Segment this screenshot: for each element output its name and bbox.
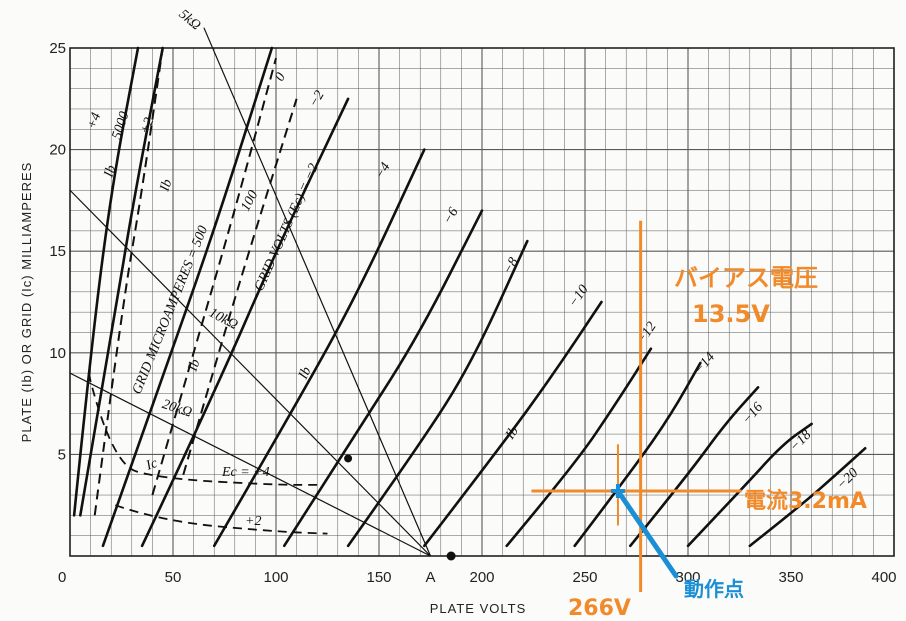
y-tick-label: 10 (49, 345, 66, 362)
x-tick-label: 50 (165, 569, 182, 586)
ib-label: 5000 (110, 110, 133, 141)
plate-curve (79, 46, 164, 517)
x-tick-label: 350 (778, 569, 803, 586)
operating-point-marker (610, 483, 625, 498)
plate-curve (573, 361, 702, 548)
ib-label: Ib (101, 164, 119, 181)
ib-label: 100 (238, 188, 261, 214)
x-tick-label: 0 (58, 569, 66, 586)
grid-current-label: Ec = +4 (221, 465, 270, 480)
y-tick-label: 25 (49, 40, 66, 57)
plate-curve-label: −12 (634, 319, 660, 347)
point-a (446, 551, 456, 561)
ib-label: Ib (185, 358, 203, 375)
plate-curve-label: −8 (500, 255, 521, 277)
plot-frame (69, 47, 895, 557)
current-annotation: 電流3.2mA (744, 488, 867, 514)
ib-label: Ib (157, 178, 175, 195)
x-tick-label: 300 (675, 569, 700, 586)
grid-microampere-curve (93, 47, 164, 516)
grid-layer (69, 47, 895, 557)
plate-curve-label: +4 (85, 111, 105, 132)
bias-voltage-value: 13.5V (692, 300, 770, 328)
x-tick-label: 150 (366, 569, 391, 586)
load-line-point (344, 454, 353, 463)
plate-curve (505, 347, 653, 548)
curve-layer (69, 27, 867, 561)
plate-curve-label: −4 (372, 160, 393, 182)
grid-current-label: +2 (245, 514, 261, 529)
grid-current-curve (115, 504, 328, 535)
y-tick-label: 15 (49, 243, 66, 260)
x-tick-label: 200 (469, 569, 494, 586)
y-axis-label: PLATE (Ib) OR GRID (Ic) MILLIAMPERES (19, 162, 34, 443)
ic-label: Ic (143, 456, 160, 474)
plate-curve (629, 386, 760, 548)
plate-curve (282, 209, 484, 548)
plate-curve-label: −2 (306, 88, 327, 110)
load-line (69, 189, 431, 557)
plate-curve (423, 300, 603, 548)
load-line-label: 5kΩ (176, 7, 204, 33)
load-line-label: 20kΩ (160, 397, 193, 421)
grid-volts-label: GRID VOLTS (Ec) = −2 (252, 161, 322, 293)
x-tick-label: 250 (572, 569, 597, 586)
plate-curve (72, 46, 140, 517)
x-tick-label: 100 (263, 569, 288, 586)
load-line (69, 372, 431, 557)
plate-curve (140, 97, 350, 548)
plate-curve-label: −6 (440, 205, 461, 227)
x-tick-label: 400 (871, 569, 896, 586)
plate-curve (346, 239, 529, 548)
plate-volts-annotation: 266V (568, 596, 631, 621)
plate-curve-label: −10 (566, 282, 592, 310)
operating-point-label: 動作点 (684, 577, 744, 601)
load-line (203, 27, 432, 557)
y-tick-label: 20 (49, 142, 66, 159)
plate-curve (748, 447, 867, 548)
x-tick-label: A (425, 569, 435, 586)
plate-curve (212, 148, 426, 548)
bias-voltage-title: バイアス電圧 (674, 264, 818, 292)
grid-microampere-curve (182, 98, 298, 475)
plate-curve (686, 422, 813, 548)
x-axis-label: PLATE VOLTS (430, 601, 527, 616)
grid-current-curve (87, 372, 318, 486)
annotation-layer: バイアス電圧 13.5V 電流3.2mA 266V 動作点 (531, 220, 867, 621)
grid-microampere-curve (151, 57, 277, 496)
ib-label: Ib (296, 365, 315, 383)
plate-curve-label: 0 (272, 70, 288, 84)
plate-curve (101, 46, 274, 548)
operating-point-pointer (615, 488, 679, 579)
y-tick-label: 5 (58, 446, 66, 463)
plate-curve-label: +2 (138, 116, 158, 137)
